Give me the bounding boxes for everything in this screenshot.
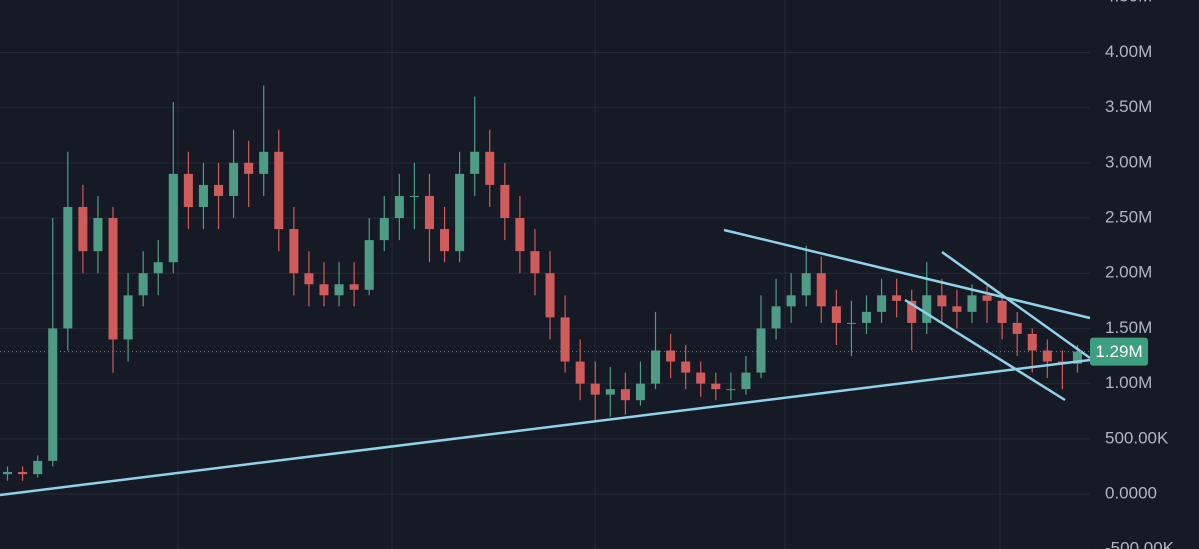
- y-tick-label: 4.00M: [1105, 42, 1152, 61]
- candle-body: [1072, 351, 1082, 364]
- candle-body: [123, 295, 133, 340]
- candle-body: [409, 195, 419, 197]
- candle-body: [892, 295, 902, 301]
- candle-body: [651, 350, 661, 384]
- candle-body: [259, 151, 269, 174]
- candle-body: [967, 295, 977, 312]
- candle-body: [545, 273, 555, 318]
- candle-body: [801, 273, 811, 296]
- candle-body: [1012, 322, 1022, 334]
- candle-body: [605, 389, 615, 395]
- candle-body: [907, 300, 917, 323]
- candle-body: [771, 306, 781, 329]
- candle-body: [620, 389, 630, 401]
- candle-body: [198, 184, 208, 207]
- trendline: [904, 298, 1066, 402]
- candle-body: [681, 361, 691, 373]
- candle-body: [379, 218, 389, 241]
- candle-body: [319, 284, 329, 296]
- candle-body: [18, 471, 28, 475]
- candle-body: [515, 218, 525, 252]
- candle-body: [455, 173, 465, 252]
- candle-body: [349, 284, 359, 290]
- candle-body: [183, 173, 193, 207]
- y-tick-label: 1.00M: [1105, 373, 1152, 392]
- y-tick-label: 2.50M: [1105, 208, 1152, 227]
- y-tick-label: 0.0000: [1105, 484, 1157, 503]
- candle-body: [726, 389, 736, 391]
- candle-body: [711, 383, 721, 390]
- y-tick-label: 3.00M: [1105, 152, 1152, 171]
- y-tick-label: 4.50M: [1105, 0, 1152, 6]
- candle-body: [244, 162, 254, 174]
- trendline: [723, 228, 1091, 320]
- candle-body: [756, 328, 766, 373]
- candle-body: [3, 471, 13, 475]
- candle-body: [937, 295, 947, 307]
- candle-body: [93, 218, 103, 252]
- candle-body: [48, 328, 58, 461]
- y-tick-label: 1.50M: [1105, 318, 1152, 337]
- candle-body: [440, 229, 450, 252]
- candle-body: [334, 284, 344, 296]
- candle-body: [982, 295, 992, 301]
- last-price-label: 1.29M: [1095, 342, 1142, 361]
- candle-body: [213, 184, 224, 196]
- trendline: [0, 358, 1091, 497]
- candle-body: [831, 306, 841, 323]
- candle-body: [741, 372, 751, 390]
- candle-body: [861, 311, 872, 323]
- candle-body: [470, 151, 480, 174]
- candle-body: [997, 300, 1007, 323]
- candle-body: [289, 229, 299, 274]
- candle-body: [816, 273, 826, 307]
- candle-body: [952, 306, 962, 312]
- y-tick-label: 3.50M: [1105, 97, 1152, 116]
- candle-body: [394, 195, 404, 219]
- candle-body: [530, 251, 540, 274]
- candle-body: [560, 317, 570, 362]
- candle-body: [138, 273, 148, 296]
- trendline: [941, 250, 1091, 360]
- trendlines: [0, 228, 1091, 497]
- price-axis: 4.50M 4.00M 3.50M 3.00M 2.50M 2.00M 1.50M 1.00M…: [0, 0, 1175, 549]
- candle-body: [500, 184, 510, 219]
- candle-body: [922, 295, 932, 323]
- candle-body: [304, 273, 314, 285]
- candle-body: [78, 206, 88, 252]
- candle-body: [229, 162, 239, 196]
- y-tick-label: 2.00M: [1105, 263, 1152, 282]
- candle-body: [153, 262, 163, 274]
- candle-body: [590, 383, 600, 395]
- candle-body: [696, 372, 706, 384]
- candle-body: [485, 151, 495, 185]
- candle-body: [666, 350, 676, 362]
- candle-body: [786, 295, 796, 307]
- y-tick-label: -500.00K: [1105, 539, 1175, 549]
- candle-body: [635, 383, 645, 401]
- last-price-box: [1090, 337, 1148, 366]
- candle-body: [846, 322, 856, 324]
- candle-body: [424, 195, 434, 230]
- candle-body: [108, 218, 118, 340]
- candle-body: [1027, 333, 1037, 351]
- candle-body: [1042, 350, 1052, 362]
- candle-body: [274, 151, 284, 230]
- candle-body: [168, 173, 178, 263]
- candle-body: [364, 240, 374, 290]
- candle-body: [33, 460, 43, 475]
- y-tick-label: 500.00K: [1105, 428, 1169, 447]
- candles: [3, 85, 1082, 481]
- candle-body: [877, 295, 887, 312]
- candle-body: [575, 361, 585, 384]
- candle-body: [63, 206, 73, 329]
